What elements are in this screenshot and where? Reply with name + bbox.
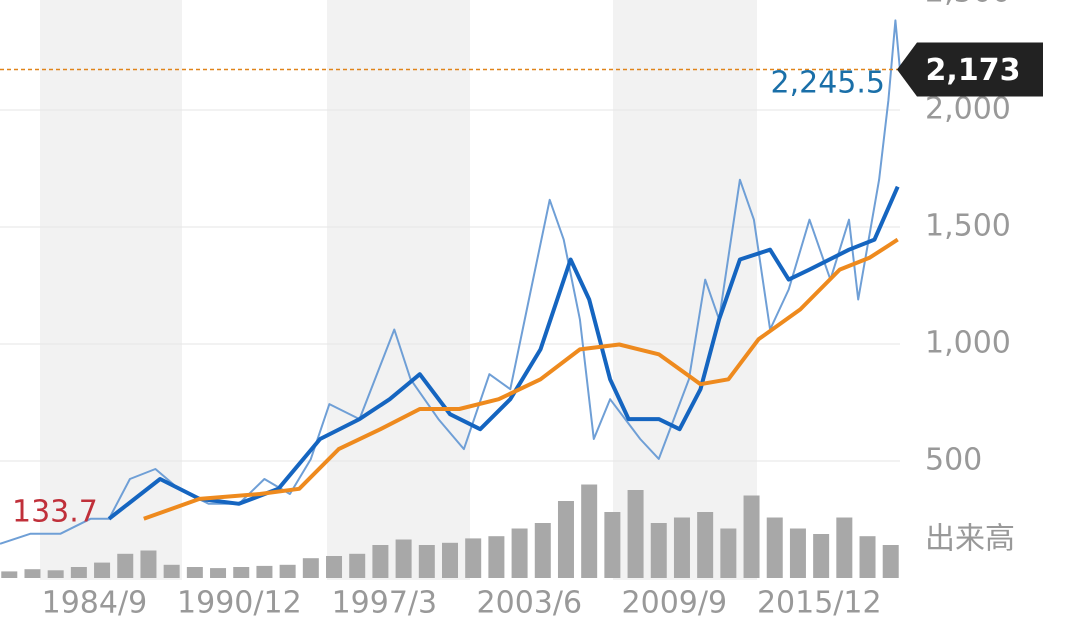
x-tick-label: 2003/6: [477, 586, 583, 621]
volume-bar: [349, 553, 366, 578]
x-tick-label: 2009/9: [622, 586, 728, 621]
volume-bar: [233, 567, 250, 578]
volume-bar: [511, 528, 528, 578]
y-tick-label: 2,000: [925, 91, 1011, 126]
volume-bar: [789, 528, 806, 578]
volume-bar: [47, 570, 64, 578]
volume-bar: [743, 495, 760, 578]
x-tick-label: 1997/3: [332, 586, 438, 621]
y-tick-label: 500: [925, 442, 982, 477]
volume-bar: [372, 545, 389, 578]
volume-bar: [673, 517, 690, 578]
volume-bar: [534, 523, 551, 578]
volume-label: 出来高: [925, 522, 1015, 557]
volume-bar: [418, 545, 435, 578]
volume-bar: [720, 528, 737, 578]
volume-bar: [302, 558, 319, 578]
volume-bar: [279, 564, 296, 578]
volume-bar: [442, 542, 458, 578]
volume-bar: [650, 523, 667, 578]
x-tick-label: 1984/9: [42, 586, 148, 621]
volume-bar: [766, 517, 783, 578]
y-tick-label: 1,000: [925, 325, 1011, 360]
price-tag: [897, 42, 1043, 97]
volume-bar: [326, 556, 343, 578]
min-label: 133.7: [12, 495, 98, 530]
volume-bar: [24, 569, 41, 578]
volume-bar: [859, 536, 876, 578]
volume-bar: [256, 565, 273, 578]
volume-bar: [581, 484, 598, 578]
volume-bar: [210, 568, 227, 578]
volume-bar: [557, 501, 574, 578]
volume-bar: [140, 550, 157, 578]
volume-bar: [186, 567, 203, 578]
volume-bar: [604, 512, 621, 578]
volume-bar: [70, 567, 87, 578]
volume-bar: [882, 545, 899, 578]
volume-bar: [163, 564, 180, 578]
x-tick-label: 1990/12: [177, 586, 302, 621]
volume-bar: [117, 553, 134, 578]
price-tag-label: 2,173: [926, 53, 1021, 88]
volume-bar: [697, 512, 714, 578]
band: [327, 0, 470, 580]
volume-bar: [813, 534, 830, 578]
volume-bar: [836, 517, 853, 578]
y-tick-label: 1,500: [925, 208, 1011, 243]
band: [40, 0, 182, 580]
volume-bar: [94, 562, 111, 578]
x-tick-label: 2015/12: [757, 586, 882, 621]
y-tick-label: 2,500: [925, 0, 1011, 9]
volume-bar: [465, 538, 482, 578]
series-line: [107, 185, 900, 521]
band: [613, 0, 757, 580]
volume-bar: [488, 536, 505, 578]
max-label: 2,245.5: [770, 66, 885, 101]
volume-bar: [627, 490, 644, 578]
volume-bar: [395, 539, 412, 578]
volume-bar: [1, 571, 18, 578]
series-line: [143, 237, 899, 521]
